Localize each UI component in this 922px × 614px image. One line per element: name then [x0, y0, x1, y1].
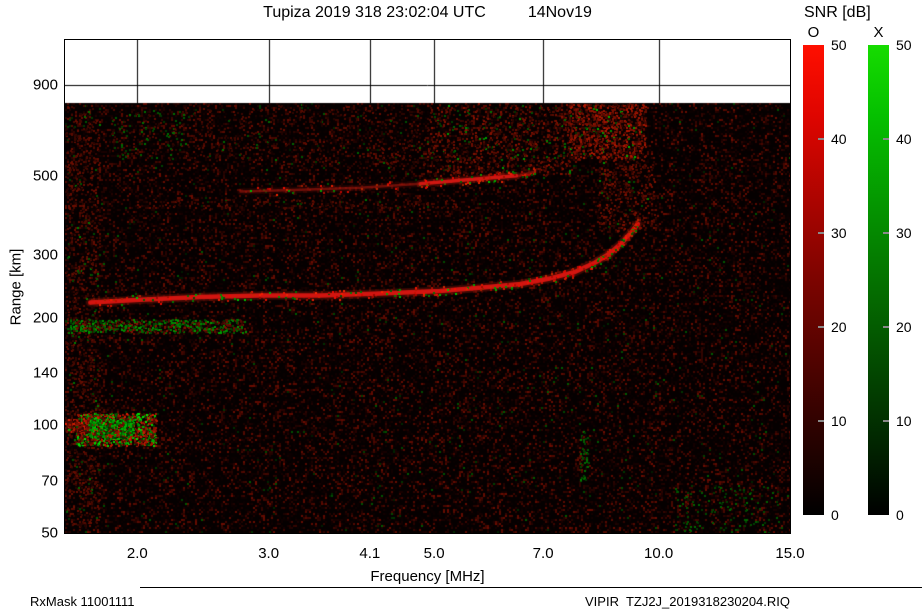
y-tick-label: 300 — [33, 247, 58, 264]
o-colorbar-labels: 50403020100 — [831, 45, 857, 515]
colorbar-tick-mark — [818, 420, 824, 422]
o-colorbar — [803, 45, 824, 515]
colorbar-tick-mark — [883, 138, 889, 140]
colorbar-tick-label: 20 — [896, 319, 912, 335]
y-tick-label: 500 — [33, 167, 58, 184]
colorbar-tick-label: 10 — [831, 413, 847, 429]
colorbar-tick-label: 20 — [831, 319, 847, 335]
filename-text: VIPIR TZJ2J_2019318230204.RIQ — [585, 594, 790, 609]
colorbar-tick-label: 10 — [896, 413, 912, 429]
rxmask-text: RxMask 11001111 — [30, 594, 135, 609]
colorbar-tick-label: 0 — [896, 507, 904, 523]
colorbar-tick-label: 50 — [896, 37, 912, 53]
title-text: Tupiza 2019 318 23:02:04 UTC — [263, 4, 486, 21]
x-tick-label: 10.0 — [644, 545, 673, 562]
y-axis-ticks: 900 500 300 200 140 100 70 50 — [0, 0, 58, 614]
x-colorbar-labels: 50403020100 — [896, 45, 922, 515]
x-colorbar — [868, 45, 889, 515]
y-tick-label: 100 — [33, 417, 58, 434]
snr-colorbar-title: SNR [dB] — [804, 4, 871, 22]
colorbar-tick-mark — [883, 420, 889, 422]
x-axis-label: Frequency [MHz] — [65, 568, 790, 585]
y-tick-label: 200 — [33, 309, 58, 326]
colorbar-tick-mark — [818, 326, 824, 328]
colorbar-tick-label: 40 — [831, 131, 847, 147]
x-tick-label: 15.0 — [775, 545, 804, 562]
x-polarization-label: X — [867, 24, 890, 41]
colorbar-tick-mark — [818, 232, 824, 234]
title-date: 14Nov19 — [528, 4, 592, 21]
colorbar-tick-mark — [883, 232, 889, 234]
plot-title: Tupiza 2019 318 23:02:04 UTC 14Nov19 — [65, 4, 790, 22]
x-tick-label: 2.0 — [127, 545, 148, 562]
x-tick-label: 4.1 — [359, 545, 380, 562]
footer-divider — [140, 587, 922, 588]
colorbar-tick-label: 0 — [831, 507, 839, 523]
y-tick-label: 70 — [41, 472, 58, 489]
plot-frame — [64, 39, 791, 534]
colorbar-tick-label: 50 — [831, 37, 847, 53]
colorbar-tick-label: 30 — [896, 225, 912, 241]
colorbar-tick-mark — [818, 138, 824, 140]
x-tick-label: 3.0 — [258, 545, 279, 562]
y-tick-label: 50 — [41, 525, 58, 542]
x-tick-label: 5.0 — [424, 545, 445, 562]
o-polarization-label: O — [802, 24, 825, 41]
y-tick-label: 140 — [33, 365, 58, 382]
colorbar-tick-label: 30 — [831, 225, 847, 241]
x-tick-label: 7.0 — [533, 545, 554, 562]
ionogram-canvas — [65, 40, 790, 533]
y-tick-label: 900 — [33, 76, 58, 93]
colorbar-tick-mark — [883, 326, 889, 328]
colorbar-tick-label: 40 — [896, 131, 912, 147]
